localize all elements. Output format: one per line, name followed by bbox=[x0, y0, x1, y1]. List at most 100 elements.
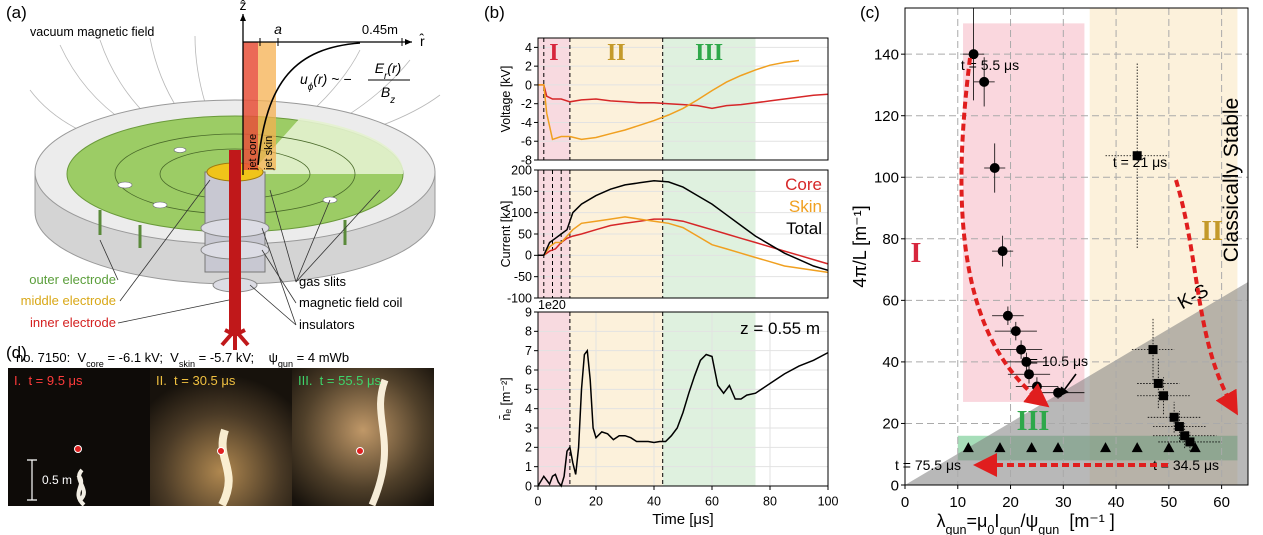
part-label: inner electrode bbox=[30, 315, 116, 330]
y-tick-label: -2 bbox=[521, 97, 532, 111]
y-tick-label: 140 bbox=[874, 46, 899, 63]
y-tick-label: 100 bbox=[874, 170, 899, 187]
point bbox=[1024, 369, 1035, 380]
x-tick-label: 50 bbox=[1161, 494, 1178, 511]
plot: -100 -50 0 50 100 150 200 Current [kA] Core Skin T… bbox=[499, 163, 829, 305]
point bbox=[1148, 345, 1158, 355]
text-part: 0 bbox=[987, 523, 994, 535]
annotation: t = 5.5 μs bbox=[961, 57, 1019, 73]
scale-label: 0.5 m bbox=[42, 473, 72, 487]
text-part: core bbox=[86, 359, 104, 369]
x-tick-label: 60 bbox=[1213, 494, 1230, 511]
point bbox=[1100, 442, 1112, 453]
point bbox=[1131, 442, 1143, 453]
text-part: z bbox=[389, 95, 395, 106]
part-label: gas slits bbox=[299, 274, 346, 289]
axis-label: ẑ bbox=[240, 0, 247, 13]
plot-frame bbox=[537, 169, 829, 299]
y-tick-label: 4 bbox=[525, 41, 532, 55]
panel-label: (c) bbox=[860, 3, 880, 22]
text-part: u bbox=[300, 71, 308, 87]
series-line bbox=[538, 179, 829, 272]
y-tick-label: 2 bbox=[525, 441, 532, 455]
point bbox=[962, 442, 974, 453]
y-tick-label: -8 bbox=[521, 153, 532, 167]
region-label: II bbox=[607, 40, 626, 66]
text-part: E bbox=[375, 60, 385, 76]
series-line bbox=[538, 84, 829, 110]
y-axis-label: 4π/L [m⁻¹] bbox=[850, 205, 870, 287]
point bbox=[1010, 326, 1021, 337]
point bbox=[1053, 387, 1064, 398]
point bbox=[1026, 442, 1038, 453]
y-tick-label: 1 bbox=[525, 460, 532, 474]
point bbox=[1174, 422, 1184, 432]
text-part: gun bbox=[278, 359, 293, 369]
axis-label: a bbox=[274, 21, 282, 37]
text-part: B bbox=[381, 84, 390, 100]
point bbox=[994, 442, 1006, 453]
point bbox=[1189, 442, 1201, 453]
caption-text: no. 7150: Vcore = -6.1 kV; Vskin = -5.7 … bbox=[16, 350, 349, 369]
text-part: =μ bbox=[967, 511, 988, 531]
y-tick-label: 2 bbox=[525, 60, 532, 74]
x-tick-label: 60 bbox=[705, 495, 719, 509]
offset-label: 1e20 bbox=[538, 298, 566, 312]
legend-entry: Total bbox=[786, 219, 822, 238]
y-tick-label: -4 bbox=[521, 116, 532, 130]
point bbox=[968, 49, 979, 60]
jet-label: jet skin bbox=[263, 136, 275, 171]
series-line bbox=[537, 348, 829, 488]
text-part: gun bbox=[999, 523, 1020, 535]
frame-label: III. t = 55.5 μs bbox=[298, 373, 382, 388]
y-tick-label: 0 bbox=[891, 477, 899, 494]
legend-entry: Skin bbox=[789, 197, 822, 216]
axis-label: r̂ bbox=[419, 32, 425, 49]
text-part: r bbox=[384, 71, 388, 82]
y-tick-label: -6 bbox=[521, 135, 532, 149]
y-tick-label: 40 bbox=[882, 354, 899, 371]
plot-frame bbox=[537, 311, 829, 487]
y-axis-label: Current [kA] bbox=[499, 201, 513, 268]
frame-labels: I. t = 9.5 μs II. t = 30.5 μs III. t = 55.… bbox=[14, 373, 382, 388]
stability-region bbox=[905, 282, 1248, 485]
point bbox=[1016, 344, 1027, 355]
field-label: vacuum magnetic field bbox=[30, 25, 154, 39]
annotation: t = 75.5 μs bbox=[895, 457, 961, 473]
device-drawing bbox=[29, 14, 441, 350]
text-part: (r) ~ − bbox=[313, 71, 351, 87]
text-part: = 4 mWb bbox=[293, 350, 349, 365]
y-tick-label: 200 bbox=[511, 163, 532, 177]
y-tick-label: 150 bbox=[511, 185, 532, 199]
point bbox=[1031, 381, 1042, 392]
text-part: I bbox=[994, 511, 999, 531]
point bbox=[979, 76, 990, 87]
text-part: skin bbox=[179, 359, 195, 369]
formula-den: Bz bbox=[381, 84, 395, 106]
text-part: gun bbox=[1038, 523, 1059, 535]
x-tick-label: 20 bbox=[589, 495, 603, 509]
y-axis-label: Voltage [kV] bbox=[499, 66, 513, 133]
text-part: no. 7150: V bbox=[16, 350, 86, 365]
y-tick-label: 80 bbox=[882, 231, 899, 248]
y-tick-label: 4 bbox=[525, 402, 532, 416]
point bbox=[1163, 442, 1175, 453]
part-label: middle electrode bbox=[21, 293, 116, 308]
region-label: II bbox=[1201, 216, 1223, 247]
y-tick-label: 50 bbox=[518, 227, 532, 241]
x-tick-label: 0 bbox=[535, 495, 542, 509]
frame-label: I. t = 9.5 μs bbox=[14, 373, 83, 388]
annotation: t = 10.5 μs bbox=[1022, 353, 1088, 369]
text-part: = -6.1 kV; V bbox=[104, 350, 179, 365]
x-tick-label: 80 bbox=[763, 495, 777, 509]
x-tick-label: 40 bbox=[1108, 494, 1125, 511]
y-tick-label: 0 bbox=[525, 479, 532, 493]
legend-entry: Core bbox=[785, 175, 822, 194]
formula-num: Er(r) bbox=[375, 60, 402, 82]
y-tick-label: 100 bbox=[511, 206, 532, 220]
part-label: magnetic field coil bbox=[299, 295, 402, 310]
